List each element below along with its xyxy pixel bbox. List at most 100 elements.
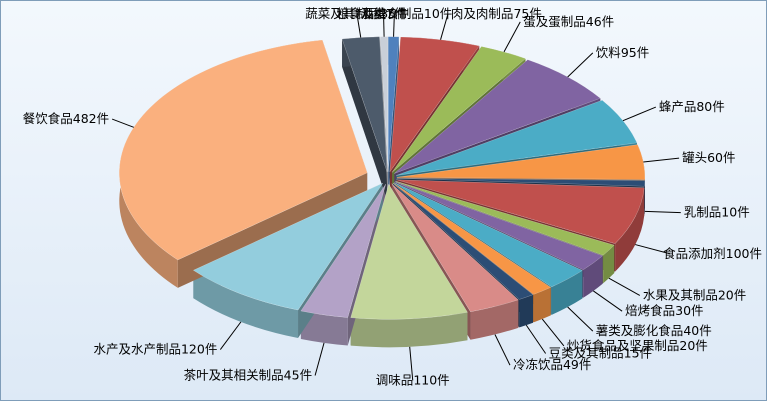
leader-line bbox=[622, 106, 657, 122]
slice bbox=[395, 180, 615, 256]
slice bbox=[391, 183, 519, 313]
value-label: 46件 bbox=[586, 13, 614, 28]
category-label: 蛋及蛋制品 bbox=[523, 13, 586, 28]
data-label: 薯类及膨化食品40件 bbox=[596, 323, 712, 338]
slice bbox=[300, 183, 387, 318]
value-label: 120件 bbox=[181, 341, 217, 356]
category-label: 酒类 bbox=[361, 6, 387, 21]
slice-side bbox=[551, 270, 583, 315]
slice bbox=[192, 182, 384, 311]
slice bbox=[394, 182, 583, 288]
slice bbox=[393, 182, 552, 295]
slice-side bbox=[470, 299, 519, 340]
category-label: 饮料 bbox=[596, 44, 622, 59]
category-label: 薯类及膨化食品 bbox=[596, 323, 684, 338]
value-label: 75件 bbox=[513, 6, 541, 21]
category-label: 水产及水产制品 bbox=[93, 341, 181, 356]
leader-line bbox=[393, 13, 395, 37]
category-label: 粮食及粮食制品 bbox=[336, 6, 424, 21]
leader-line bbox=[567, 52, 594, 78]
value-label: 60件 bbox=[707, 150, 735, 165]
data-label: 茶叶及其相关制品45件 bbox=[184, 367, 312, 382]
slice-side bbox=[533, 287, 551, 323]
leader-line bbox=[356, 13, 362, 38]
data-label: 蛋及蛋制品46件 bbox=[523, 13, 614, 28]
value-label: 80件 bbox=[696, 99, 724, 114]
leader-line bbox=[409, 346, 414, 381]
data-label: 肉及肉制品75件 bbox=[451, 6, 542, 21]
leader-line bbox=[219, 321, 242, 350]
value-label: 49件 bbox=[563, 357, 591, 372]
category-label: 食品添加剂 bbox=[663, 245, 726, 260]
slice-side bbox=[615, 187, 645, 272]
category-label: 水果及其制品 bbox=[643, 287, 718, 302]
leader-line bbox=[567, 306, 594, 332]
data-label: 乳制品10件 bbox=[684, 204, 750, 219]
category-label: 乳制品 bbox=[684, 204, 722, 219]
value-label: 30件 bbox=[675, 303, 703, 318]
leader-line bbox=[383, 13, 385, 37]
leader-line bbox=[643, 157, 680, 163]
category-label: 餐饮食品 bbox=[23, 111, 73, 126]
leader-line bbox=[644, 210, 681, 214]
slice bbox=[389, 36, 480, 173]
value-label: 110件 bbox=[413, 372, 449, 387]
category-label: 罐头 bbox=[682, 150, 707, 165]
value-label: 482件 bbox=[73, 111, 109, 126]
category-label: 焙烤食品 bbox=[625, 303, 675, 318]
slice bbox=[396, 177, 646, 187]
leader-line bbox=[593, 290, 623, 312]
category-label: 茶叶及其相关制品 bbox=[184, 367, 284, 382]
leader-line bbox=[314, 342, 325, 376]
leader-line bbox=[494, 334, 511, 366]
value-label: 20件 bbox=[718, 287, 746, 302]
category-label: 调味品 bbox=[376, 372, 414, 387]
slice bbox=[341, 36, 388, 172]
value-label: 40件 bbox=[683, 323, 711, 338]
data-label: 餐饮食品482件 bbox=[23, 111, 109, 126]
slice bbox=[350, 183, 468, 320]
data-label: 冷冻饮品49件 bbox=[513, 357, 591, 372]
leader-line bbox=[440, 13, 449, 40]
data-label: 焙烤食品30件 bbox=[625, 303, 703, 318]
slice bbox=[387, 36, 400, 172]
category-label: 冷冻饮品 bbox=[513, 357, 563, 372]
slice bbox=[396, 99, 638, 176]
data-label: 调味品110件 bbox=[376, 372, 450, 387]
leader-line bbox=[635, 244, 671, 255]
data-label: 蔬菜及其制品35件 bbox=[305, 6, 408, 21]
leader-line bbox=[525, 324, 547, 354]
slice-side bbox=[342, 36, 388, 200]
leader-line bbox=[503, 21, 521, 53]
category-label: 蔬菜及其制品 bbox=[305, 6, 380, 21]
leader-line bbox=[111, 118, 134, 128]
slice-side bbox=[519, 294, 533, 328]
slice-side bbox=[350, 312, 468, 348]
value-label: 45件 bbox=[284, 367, 312, 382]
category-label: 蜂产品 bbox=[659, 99, 697, 114]
value-label: 10件 bbox=[721, 204, 749, 219]
value-label: 95件 bbox=[621, 44, 649, 59]
value-label: 20件 bbox=[679, 337, 707, 352]
data-label: 豆类及其制品15件 bbox=[549, 345, 652, 360]
data-label: 酒类7件 bbox=[361, 6, 406, 21]
data-label: 食品添加剂100件 bbox=[663, 245, 762, 260]
data-label: 炒货食品及坚果制品20件 bbox=[567, 337, 708, 352]
data-label: 水产及水产制品120件 bbox=[93, 341, 217, 356]
slice bbox=[396, 179, 645, 244]
value-label: 100件 bbox=[726, 245, 762, 260]
value-label: 7件 bbox=[386, 6, 406, 21]
data-label: 饮料95件 bbox=[596, 44, 649, 59]
leader-line bbox=[541, 318, 565, 347]
slice bbox=[396, 144, 646, 180]
leader-line bbox=[608, 277, 641, 296]
data-label: 粮食及粮食制品10件 bbox=[336, 6, 452, 21]
slice-side bbox=[603, 245, 615, 284]
category-label: 肉及肉制品 bbox=[451, 6, 514, 21]
value-label: 10件 bbox=[424, 6, 452, 21]
value-label: 35件 bbox=[380, 6, 408, 21]
slice-side bbox=[193, 270, 299, 339]
data-label: 水果及其制品20件 bbox=[643, 287, 746, 302]
slice bbox=[395, 181, 604, 271]
